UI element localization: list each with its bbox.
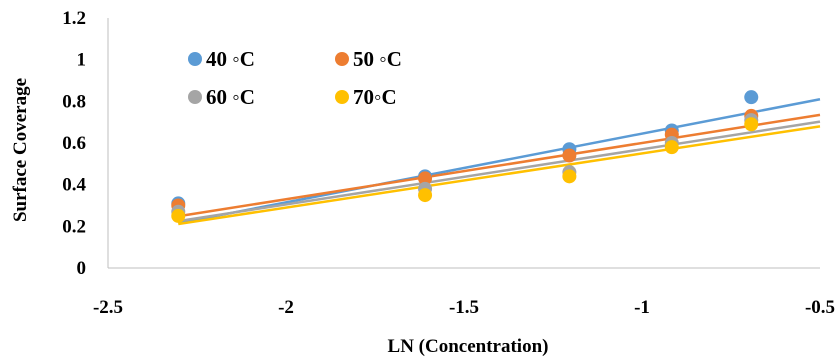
y-tick-label: 0.6 <box>62 133 86 154</box>
legend-label: 70◦C <box>353 85 397 109</box>
data-point <box>744 117 759 132</box>
x-tick-label: -2.5 <box>93 297 123 318</box>
trendline <box>178 120 821 223</box>
x-tick-label: -2 <box>278 297 294 318</box>
y-tick-label: 1.2 <box>62 8 86 29</box>
trendline <box>178 98 821 225</box>
x-axis-title: LN (Concentration) <box>388 336 549 357</box>
y-tick-label: 0.2 <box>62 216 86 237</box>
data-point <box>664 140 679 155</box>
data-point <box>562 169 577 184</box>
y-tick-label: 1 <box>77 50 87 71</box>
data-point <box>744 90 759 105</box>
data-point <box>418 171 433 186</box>
x-tick-label: -0.5 <box>805 297 835 318</box>
trendline <box>178 113 821 218</box>
legend-label: 60 ◦C <box>206 85 255 109</box>
x-tick-label: -1.5 <box>449 297 479 318</box>
y-axis-title: Surface Coverage <box>10 78 31 222</box>
y-tick-label: 0 <box>77 258 87 279</box>
data-point <box>562 148 577 163</box>
y-tick-label: 0.8 <box>62 91 86 112</box>
data-point <box>171 208 186 223</box>
y-tick-label: 0.4 <box>62 175 86 196</box>
data-point <box>418 188 433 203</box>
legend-marker <box>335 52 349 66</box>
trendline <box>178 125 821 226</box>
legend-marker <box>188 52 202 66</box>
legend-marker <box>188 90 202 104</box>
legend-marker <box>335 90 349 104</box>
legend-label: 40 ◦C <box>206 47 255 71</box>
legend-label: 50 ◦C <box>353 47 402 71</box>
x-tick-label: -1 <box>634 297 650 318</box>
